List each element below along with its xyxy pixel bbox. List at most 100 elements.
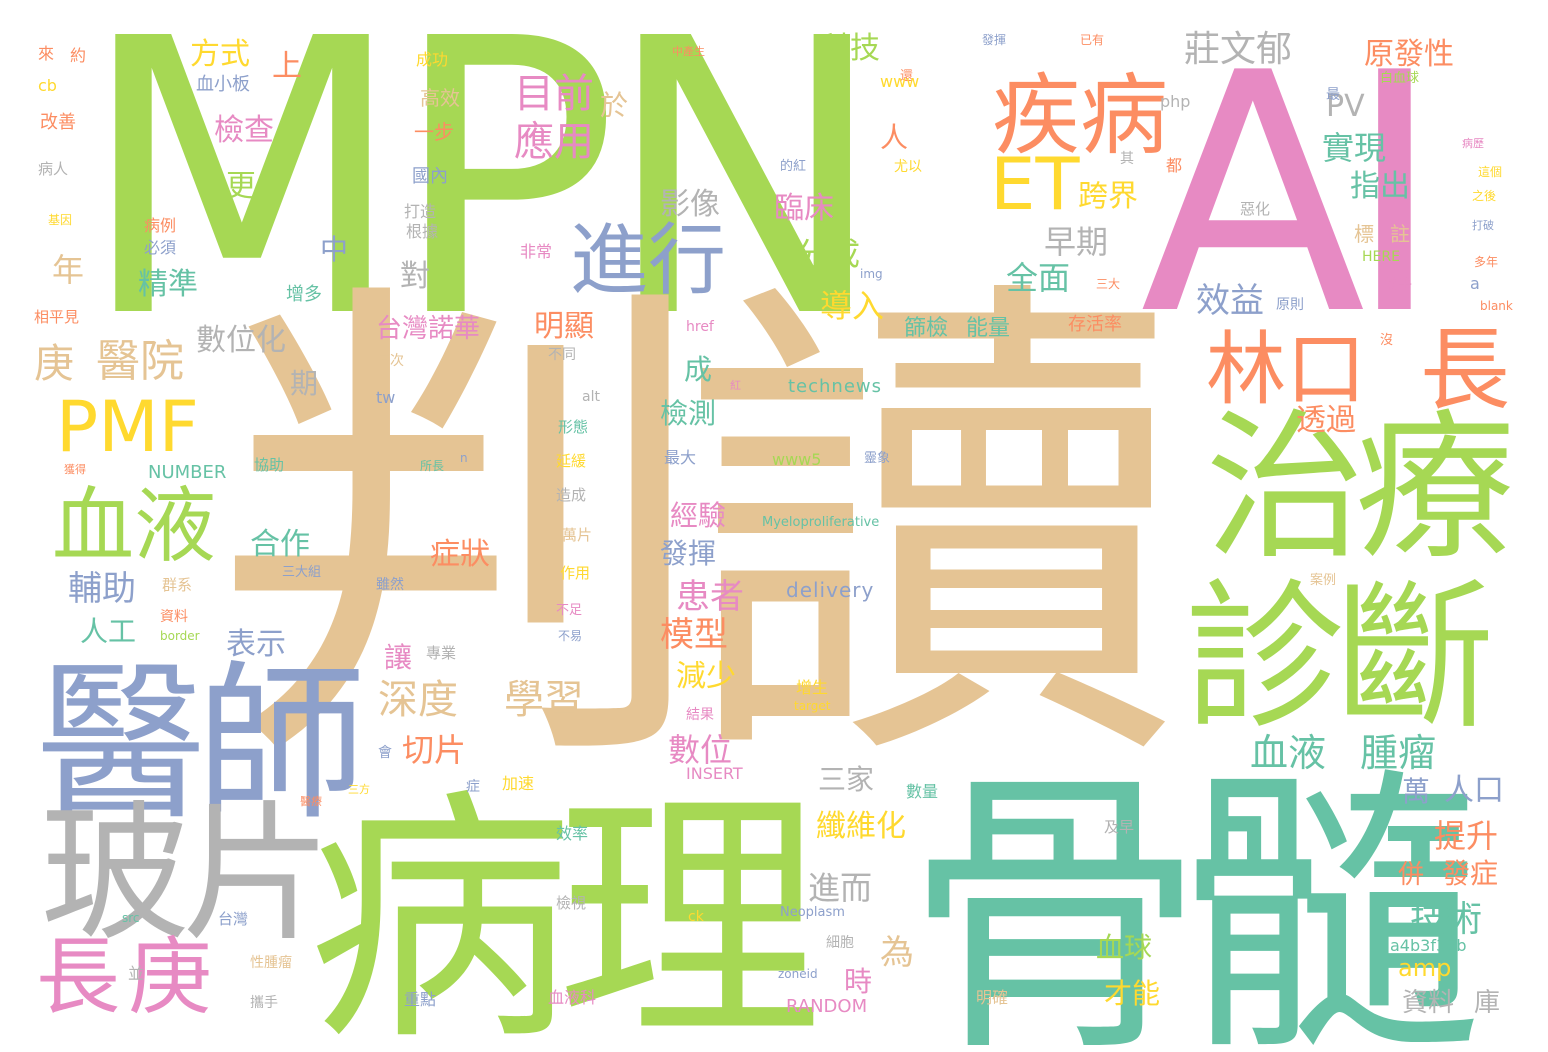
word-wan: 萬 xyxy=(1402,775,1431,808)
word-zhongchansheng: 已有 xyxy=(1080,33,1105,47)
word-zengduo: 增多 xyxy=(286,284,322,305)
word-zhichu: 指出 xyxy=(1350,169,1410,204)
word-changgeng: 長庚 xyxy=(36,928,221,1026)
word-yiyuan: 醫院 xyxy=(96,336,184,387)
word-dehong: 還 xyxy=(900,69,914,84)
word-jihu: 原則 xyxy=(1276,297,1304,313)
word-zhu: 註 xyxy=(1390,222,1410,246)
word-shuwei: 數位 xyxy=(668,731,733,769)
word-zhuanye: 專業 xyxy=(426,644,457,662)
word-baixueqiu: 紅 xyxy=(730,379,741,392)
word-taiwan: 台灣 xyxy=(218,910,249,928)
word-caineng: 才能 xyxy=(1104,977,1161,1010)
word-muqian: 目前 xyxy=(514,71,594,117)
word-buzu: 案例 xyxy=(1310,573,1337,588)
word-bingli: 病理 xyxy=(308,768,822,1052)
word-shixian: 實現 xyxy=(1322,129,1387,167)
word-bing: 併 xyxy=(1398,860,1425,890)
word-hai: 幾乎 xyxy=(1384,277,1412,293)
word-xieshou: 攜手 xyxy=(250,995,278,1011)
word-qi: 期 xyxy=(290,367,319,400)
word-taiwannuohua: 台灣諾華 xyxy=(376,314,481,344)
word-zhongliu: 腫瘤 xyxy=(1360,731,1437,775)
word-shuweihua: 數位化 xyxy=(196,323,286,358)
word-dou: 其 xyxy=(1120,151,1134,167)
word-yibu: 一步 xyxy=(414,120,454,144)
word-biao: 標 xyxy=(1354,222,1374,246)
word-hui: 會 xyxy=(378,745,392,761)
word-xuexi: 學習 xyxy=(504,677,584,723)
word-chang: 長 xyxy=(1420,318,1510,423)
word-ku: 庫 xyxy=(1474,988,1501,1018)
word-youyi: 基因 xyxy=(48,213,73,227)
word-random: RANDOM xyxy=(786,996,868,1017)
word-jiner: 進而 xyxy=(808,869,873,907)
word-ck: ck xyxy=(688,909,704,925)
word-geng2: 庚 xyxy=(34,341,74,387)
word-xueyeke: 血液科 xyxy=(548,988,597,1007)
word-zhege: 尤以 xyxy=(894,159,922,175)
word-target: target xyxy=(794,699,831,713)
word-chenggong: 成功 xyxy=(416,50,449,69)
word-border: border xyxy=(160,629,200,643)
word-mpn: MPN xyxy=(78,0,887,401)
word-sanjia: 三家 xyxy=(818,763,875,796)
word-lingxiang: 雖然 xyxy=(376,577,404,593)
word-zuiju: 打破 xyxy=(1472,219,1494,232)
word-touguo: 透過 xyxy=(1296,403,1356,438)
word-jizao: 及早 xyxy=(1104,818,1135,836)
word-xingtai: 形態 xyxy=(558,418,589,436)
word-keji: 科技 xyxy=(820,31,880,66)
word-nian: 年 xyxy=(52,251,85,289)
word-xiaoyi: 效益 xyxy=(1196,281,1264,321)
word-zuida: 最大 xyxy=(664,448,697,467)
word-yue: 約 xyxy=(70,46,87,65)
word-linchuang: 臨床 xyxy=(774,191,834,226)
word-huode: 靈象 xyxy=(864,451,891,466)
word-jibing: 疾病 xyxy=(992,64,1169,167)
word-gaishan: 改善 xyxy=(40,112,76,133)
word-feichang: 非常 xyxy=(520,242,553,261)
word-ren: 人 xyxy=(880,121,909,154)
word-xiangpingjian: 不易 xyxy=(558,629,583,643)
word-fazheng: 發症 xyxy=(1442,857,1499,890)
word-renkou: 人口 xyxy=(1444,773,1504,808)
word-number: NUMBER xyxy=(148,462,227,483)
word-yiyou: 發揮 xyxy=(982,33,1007,47)
word-lai: 來 xyxy=(38,44,55,63)
word-zhiliao: 治療 xyxy=(1205,394,1515,581)
word-delivery: delivery xyxy=(786,578,875,602)
word-sandazu: 獲得 xyxy=(64,463,86,476)
word-zhengzhuang: 症狀 xyxy=(430,537,490,572)
word-yu: 於 xyxy=(600,89,629,122)
word-qiepian: 切片 xyxy=(402,731,467,769)
word-nengliang: 能量 xyxy=(966,316,1011,341)
word-blank: 白血球 xyxy=(1380,71,1420,86)
word-shaijian: 篩檢 xyxy=(904,316,949,341)
word-amp: amp xyxy=(1398,954,1452,982)
word-cunhuolv: 存活率 xyxy=(1068,314,1122,335)
word-sanfang: 三方 xyxy=(348,783,370,796)
word-cb: cb xyxy=(38,76,57,95)
word-et: ET xyxy=(990,142,1080,226)
word-bing2: 並 xyxy=(128,964,145,983)
word-pmf: PMF xyxy=(56,386,199,468)
word-suozhang: n xyxy=(460,451,468,465)
word-rang: 讓 xyxy=(384,641,413,674)
word-www: href xyxy=(686,319,714,335)
word-linkou: 林口 xyxy=(1206,323,1366,416)
word-xueye2: 血液 xyxy=(1250,731,1327,775)
word-jiasu: 加速 xyxy=(502,774,535,793)
word-jianshi: 檢視 xyxy=(556,894,587,912)
word-jiyin: 相平見 xyxy=(34,308,80,326)
word-xueye: 血液 xyxy=(52,479,217,574)
word-yuanfaxing: 原發性 xyxy=(1364,37,1454,72)
word-zaoqi: 早期 xyxy=(1044,223,1109,261)
word-fangshi: 方式 xyxy=(190,37,250,72)
word-shang: 上 xyxy=(272,49,302,84)
word-xiaolv: 效率 xyxy=(556,824,589,843)
word-rengong: 人工 xyxy=(80,615,137,648)
word-zoneid: zoneid xyxy=(778,967,818,981)
word-yanhuan: 延緩 xyxy=(556,452,587,470)
